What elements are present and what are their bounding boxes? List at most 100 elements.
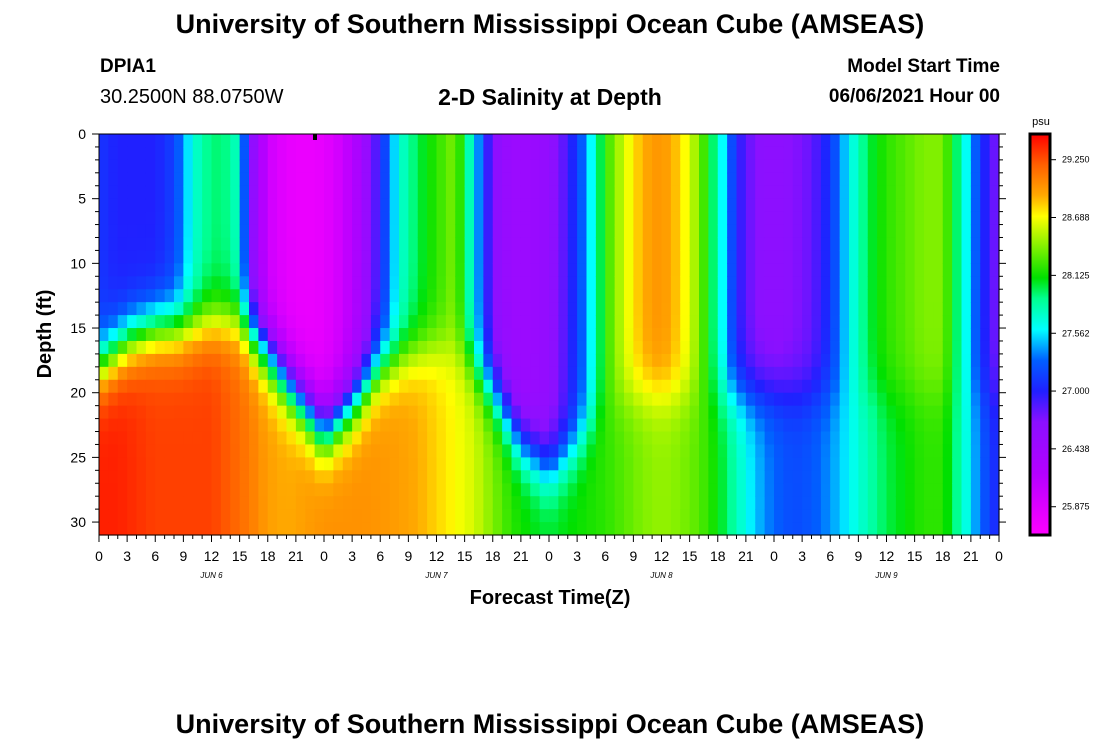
heatmap-cell <box>183 172 194 187</box>
heatmap-cell <box>145 185 156 200</box>
heatmap-cell <box>314 185 325 200</box>
x-tick-label: 3 <box>573 548 581 564</box>
heatmap-cell <box>352 328 363 342</box>
heatmap-cell <box>895 146 906 161</box>
heatmap-cell <box>99 444 109 458</box>
heatmap-cell <box>230 392 241 407</box>
heatmap-cell <box>642 379 653 394</box>
heatmap-cell <box>952 328 963 342</box>
heatmap-cell <box>933 418 944 433</box>
heatmap-cell <box>858 302 869 316</box>
heatmap-cell <box>239 172 250 187</box>
heatmap-cell <box>745 250 756 264</box>
heatmap-cell <box>830 263 841 277</box>
heatmap-cell <box>942 185 953 200</box>
heatmap-cell <box>520 276 531 290</box>
heatmap-cell <box>633 250 644 264</box>
heatmap-cell <box>164 496 175 510</box>
heatmap-cell <box>783 250 794 264</box>
heatmap-cell <box>267 353 278 368</box>
heatmap-cell <box>914 392 925 407</box>
heatmap-cell <box>530 496 541 510</box>
heatmap-cell <box>202 276 213 290</box>
heatmap-cell <box>342 431 353 446</box>
heatmap-cell <box>699 276 709 290</box>
heatmap-cell <box>314 159 325 174</box>
heatmap-cell <box>267 444 278 458</box>
heatmap-cell <box>211 211 222 226</box>
heatmap-cell <box>408 392 419 407</box>
heatmap-cell <box>352 496 363 510</box>
heatmap-cell <box>661 198 672 213</box>
heatmap-cell <box>820 483 831 497</box>
heatmap-cell <box>745 457 756 471</box>
heatmap-cell <box>895 185 906 200</box>
heatmap-cell <box>764 431 775 446</box>
heatmap-cell <box>202 172 213 187</box>
heatmap-cell <box>708 405 719 420</box>
heatmap-cell <box>867 211 878 226</box>
heatmap-cell <box>314 444 325 458</box>
x-tick-label: 6 <box>376 548 384 564</box>
heatmap-cell <box>830 496 841 510</box>
heatmap-cell <box>614 289 625 303</box>
heatmap-cell <box>455 224 466 239</box>
heatmap-cell <box>989 328 1000 342</box>
heatmap-cell <box>652 224 663 239</box>
heatmap-cell <box>745 289 756 303</box>
heatmap-cell <box>220 522 231 536</box>
heatmap-cell <box>474 134 484 148</box>
heatmap-cell <box>380 483 391 497</box>
heatmap-cell <box>136 405 147 420</box>
heatmap-cell <box>689 172 700 187</box>
heatmap-cell <box>530 224 541 239</box>
heatmap-cell <box>117 250 128 264</box>
heatmap-cell <box>877 496 888 510</box>
heatmap-cell <box>549 250 559 264</box>
heatmap-cell <box>277 315 288 329</box>
heatmap-cell <box>511 418 522 433</box>
heatmap-cell <box>661 289 672 303</box>
heatmap-cell <box>989 509 1000 523</box>
heatmap-cell <box>136 483 147 497</box>
heatmap-cell <box>774 185 784 200</box>
heatmap-cell <box>408 276 419 290</box>
heatmap-cell <box>389 379 400 394</box>
heatmap-cell <box>305 211 316 226</box>
heatmap-cell <box>352 392 363 407</box>
heatmap-cell <box>755 315 766 329</box>
heatmap-cell <box>708 224 719 239</box>
heatmap-cell <box>502 444 513 458</box>
heatmap-cell <box>455 276 466 290</box>
heatmap-cell <box>145 328 156 342</box>
heatmap-cell <box>689 250 700 264</box>
heatmap-cell <box>408 289 419 303</box>
heatmap-cell <box>399 366 409 381</box>
heatmap-cell <box>455 263 466 277</box>
heatmap-cell <box>258 431 269 446</box>
heatmap-cell <box>633 444 644 458</box>
heatmap-cell <box>970 146 981 161</box>
heatmap-cell <box>980 496 991 510</box>
heatmap-cell <box>380 302 391 316</box>
heatmap-cell <box>961 159 972 174</box>
heatmap-cell <box>895 224 906 239</box>
heatmap-cell <box>605 405 616 420</box>
heatmap-cell <box>380 392 391 407</box>
heatmap-cell <box>670 392 681 407</box>
heatmap-cell <box>455 405 466 420</box>
heatmap-cell <box>99 134 109 148</box>
heatmap-cell <box>708 315 719 329</box>
heatmap-cell <box>924 522 934 536</box>
heatmap-cell <box>605 392 616 407</box>
heatmap-cell <box>295 224 306 239</box>
heatmap-cell <box>324 379 334 394</box>
heatmap-cell <box>511 509 522 523</box>
heatmap-cell <box>155 379 166 394</box>
heatmap-cell <box>970 159 981 174</box>
heatmap-cell <box>858 405 869 420</box>
heatmap-cell <box>689 276 700 290</box>
heatmap-cell <box>136 289 147 303</box>
heatmap-cell <box>830 276 841 290</box>
heatmap-cell <box>277 146 288 161</box>
